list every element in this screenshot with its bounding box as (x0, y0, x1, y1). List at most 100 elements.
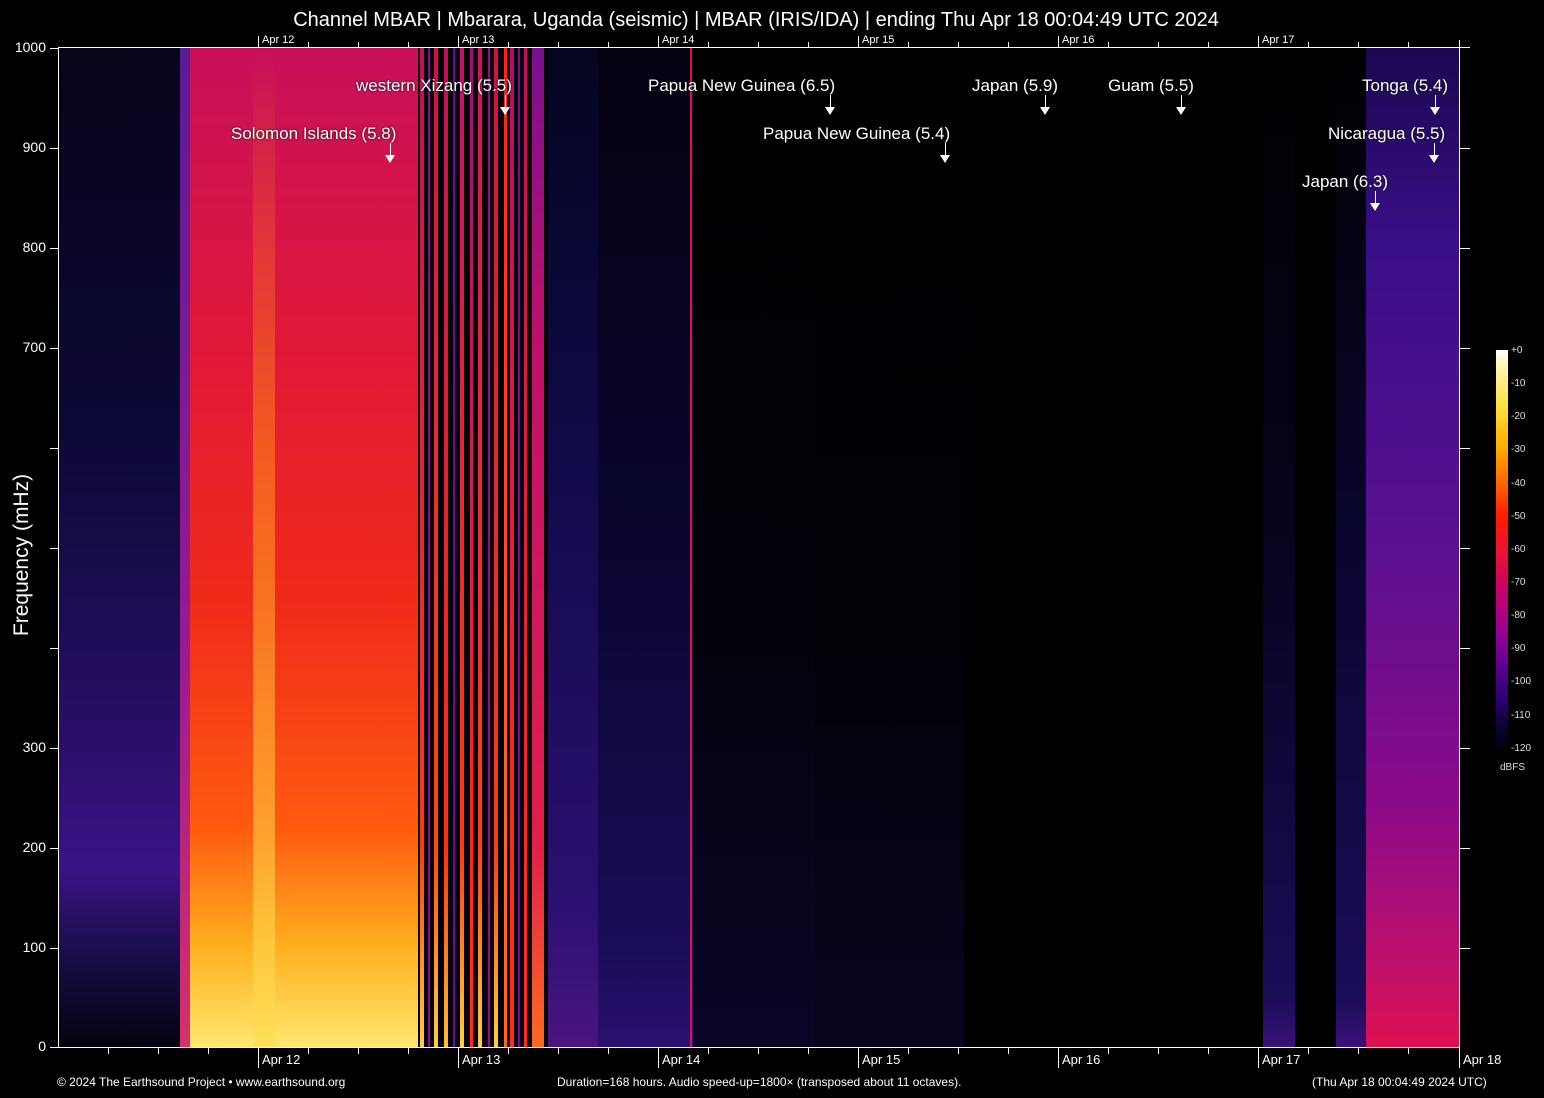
x-tick-top (708, 42, 709, 47)
y-label-800: 800 (22, 239, 46, 255)
x-tick-top (1208, 42, 1209, 47)
colorbar-tick: -120 (1511, 743, 1532, 754)
right-tick (1460, 748, 1470, 749)
x-tick-major (658, 1048, 659, 1068)
spectral-band (548, 48, 598, 1048)
spectral-band (694, 48, 814, 1048)
duration-text: Duration=168 hours. Audio speed-up=1800×… (557, 1075, 962, 1089)
x-tick-major (258, 1048, 259, 1068)
x-tick-minor (358, 1048, 359, 1054)
spectral-band (1336, 48, 1366, 1048)
colorbar-tick: -60 (1511, 544, 1526, 555)
event-arrow-icon (1370, 191, 1380, 211)
copyright-text: © 2024 The Earthsound Project • www.eart… (57, 1075, 346, 1089)
x-tick-top (858, 36, 859, 47)
x-axis (58, 1047, 1460, 1048)
x-tick-minor (1008, 1048, 1009, 1054)
event-label: Japan (6.3) (1302, 172, 1388, 191)
x-tick-minor (1158, 1048, 1159, 1054)
stripe (504, 48, 507, 1048)
x-tick-minor (158, 1048, 159, 1054)
spectral-band (190, 48, 440, 1048)
colorbar-tick: +0 (1511, 345, 1523, 356)
event-label: Papua New Guinea (6.5) (648, 76, 836, 95)
right-tick (1460, 448, 1470, 449)
colorbar-tick: -10 (1511, 378, 1526, 389)
x-tick-minor (1108, 1048, 1109, 1054)
spectral-band (1263, 48, 1295, 1048)
right-tick (1460, 248, 1470, 249)
stripe (434, 48, 438, 1048)
right-tick (1460, 548, 1470, 549)
colorbar-tick: -50 (1511, 511, 1526, 522)
x-tick-top (258, 36, 259, 47)
spectral-band (598, 48, 693, 1048)
spectral-band (58, 48, 182, 1048)
x-top-label-apr16: Apr 16 (1062, 34, 1095, 46)
y-tick (50, 748, 58, 749)
x-label-apr18: Apr 18 (1463, 1052, 1502, 1067)
x-top-label-apr15: Apr 15 (862, 34, 895, 46)
x-tick-major (1258, 1048, 1259, 1068)
x-top-label-apr14: Apr 14 (662, 34, 695, 46)
y-tick (50, 148, 58, 149)
y-label-200: 200 (22, 839, 46, 855)
y-label-300: 300 (22, 739, 46, 755)
x-tick-top (1008, 42, 1009, 47)
right-tick (1460, 648, 1470, 649)
event-arrow-icon (1176, 95, 1186, 115)
y-label-100: 100 (22, 939, 46, 955)
x-tick-top (508, 42, 509, 47)
stripe (478, 48, 482, 1048)
colorbar-tick: -100 (1511, 676, 1532, 687)
x-tick-minor (408, 1048, 409, 1054)
colorbar (1496, 350, 1508, 748)
x-tick-top (1258, 36, 1259, 47)
x-tick-major (458, 1048, 459, 1068)
x-label-apr14: Apr 14 (662, 1052, 701, 1067)
x-label-apr16: Apr 16 (1062, 1052, 1101, 1067)
stripe (420, 48, 424, 1048)
x-tick-minor (1208, 1048, 1209, 1054)
event-label: Tonga (5.4) (1362, 76, 1448, 95)
y-tick (50, 348, 58, 349)
x-tick-top (358, 42, 359, 47)
y-axis-title: Frequency (mHz) (10, 473, 33, 637)
top-axis (58, 47, 1470, 48)
event-arrow-icon (385, 143, 395, 163)
spectrogram-plot (58, 48, 1459, 1048)
event-arrow-icon (500, 95, 510, 115)
event-label: Nicaragua (5.5) (1328, 124, 1446, 143)
right-axis (1459, 40, 1460, 1048)
x-tick-minor (908, 1048, 909, 1054)
x-tick-top (558, 42, 559, 47)
colorbar-tick: -70 (1511, 577, 1526, 588)
y-label-1000: 1000 (14, 39, 46, 55)
event-label: Solomon Islands (5.8) (231, 124, 397, 143)
x-label-apr12: Apr 12 (262, 1052, 301, 1067)
event-arrow-icon (825, 95, 835, 115)
x-tick-top (1108, 42, 1109, 47)
right-tick (1460, 848, 1470, 849)
x-tick-top (1058, 36, 1059, 47)
stripe (488, 48, 490, 1048)
x-tick-major (858, 1048, 859, 1068)
spectral-band (253, 48, 275, 1048)
event-label: Papua New Guinea (5.4) (763, 124, 951, 143)
x-tick-minor (108, 1048, 109, 1054)
x-tick-top (1308, 42, 1309, 47)
stripe (494, 48, 498, 1048)
y-tick (50, 1047, 58, 1048)
x-tick-major (1058, 1048, 1059, 1068)
x-tick-top (608, 42, 609, 47)
stripe (690, 48, 692, 1048)
y-tick (50, 448, 58, 449)
stripe (510, 48, 514, 1048)
x-label-apr17: Apr 17 (1262, 1052, 1301, 1067)
event-arrow-icon (940, 143, 950, 163)
stripe (428, 48, 430, 1048)
spectral-band (814, 48, 964, 1048)
x-tick-minor (1408, 1048, 1409, 1054)
x-tick-top (458, 36, 459, 47)
event-label: western Xizang (5.5) (356, 76, 512, 95)
